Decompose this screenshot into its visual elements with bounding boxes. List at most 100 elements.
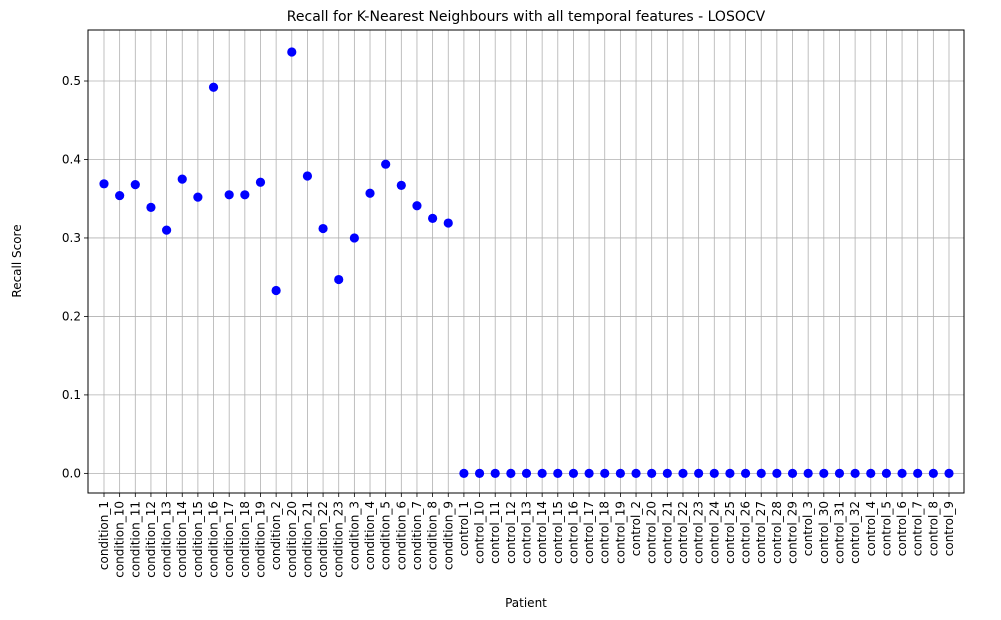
- data-point: [208, 82, 219, 92]
- x-tick-label: condition_5: [379, 501, 393, 570]
- data-point: [694, 468, 704, 478]
- data-point: [381, 159, 391, 169]
- data-point: [631, 468, 641, 478]
- data-point: [553, 468, 563, 478]
- x-tick-label: condition_16: [207, 501, 221, 578]
- x-tick-label: control_17: [582, 501, 596, 564]
- x-axis: condition_1 condition_10 condition_11 condi…: [97, 493, 956, 578]
- x-tick-label: condition_8: [426, 501, 440, 570]
- x-tick-label: control_15: [551, 501, 565, 564]
- x-tick-label: condition_15: [191, 501, 205, 578]
- x-tick-label: condition_22: [316, 501, 330, 578]
- data-point: [928, 468, 938, 478]
- x-tick-label: condition_12: [144, 501, 158, 578]
- x-tick-label: condition_10: [113, 501, 127, 578]
- x-tick-label: condition_9: [441, 501, 455, 570]
- x-tick-label: condition_19: [253, 501, 267, 578]
- x-tick-label: control_31: [832, 501, 846, 564]
- chart-title: Recall for K-Nearest Neighbours with all…: [287, 9, 766, 25]
- data-point: [803, 468, 813, 478]
- data-point: [287, 47, 297, 57]
- x-tick-label: condition_20: [285, 501, 299, 578]
- x-tick-label: control_26: [739, 501, 753, 564]
- x-tick-label: control_30: [817, 501, 831, 564]
- x-tick-label: condition_4: [363, 501, 377, 570]
- x-tick-label: control_22: [676, 501, 690, 564]
- data-point: [819, 468, 829, 478]
- x-tick-label: control_7: [911, 501, 925, 556]
- y-tick-label: 0.1: [62, 388, 81, 402]
- x-tick-label: condition_7: [410, 501, 424, 570]
- y-tick-label: 0.0: [62, 466, 81, 480]
- x-tick-label: control_8: [926, 501, 940, 556]
- x-tick-label: control_16: [566, 501, 580, 564]
- data-point: [177, 174, 187, 184]
- x-tick-label: condition_14: [175, 501, 189, 578]
- x-tick-label: control_24: [707, 501, 721, 564]
- x-tick-label: condition_17: [222, 501, 236, 578]
- x-tick-label: control_13: [520, 501, 534, 564]
- y-tick-label: 0.4: [62, 152, 81, 166]
- data-point: [365, 188, 375, 198]
- x-tick-label: control_9: [942, 501, 956, 556]
- data-point: [913, 468, 923, 478]
- data-point: [115, 190, 125, 201]
- data-point: [944, 468, 954, 478]
- data-point: [866, 468, 876, 478]
- data-point: [647, 468, 657, 478]
- x-tick-label: control_25: [723, 501, 737, 564]
- data-point: [490, 468, 500, 478]
- x-tick-label: condition_23: [332, 501, 346, 578]
- y-tick-label: 0.5: [62, 74, 81, 88]
- data-point: [897, 468, 907, 478]
- data-point: [678, 468, 688, 478]
- data-point: [130, 179, 140, 190]
- x-tick-label: control_6: [895, 501, 909, 556]
- data-point: [349, 233, 359, 243]
- x-tick-label: condition_2: [269, 501, 283, 570]
- y-tick-label: 0.2: [62, 309, 81, 323]
- data-point: [240, 190, 250, 200]
- x-tick-label: condition_1: [97, 501, 111, 570]
- x-tick-label: control_20: [645, 501, 659, 564]
- x-tick-label: control_12: [504, 501, 518, 564]
- x-tick-label: control_19: [613, 501, 627, 564]
- x-tick-label: control_2: [629, 501, 643, 556]
- data-point: [787, 468, 798, 478]
- data-point: [662, 468, 672, 478]
- data-point: [255, 177, 266, 187]
- x-tick-label: control_5: [879, 501, 893, 556]
- data-point: [568, 468, 579, 478]
- data-point: [396, 180, 406, 190]
- data-point: [318, 223, 328, 234]
- data-point: [740, 468, 751, 478]
- x-tick-label: condition_11: [128, 501, 142, 578]
- x-tick-label: control_32: [848, 501, 862, 564]
- data-point: [600, 468, 610, 478]
- data-point: [334, 274, 344, 285]
- grid-lines: [88, 30, 964, 493]
- data-point: [834, 468, 845, 478]
- data-point: [146, 202, 156, 212]
- x-tick-label: control_27: [754, 501, 768, 564]
- data-points: [99, 47, 954, 478]
- data-point: [474, 468, 485, 478]
- x-tick-label: condition_21: [300, 501, 314, 578]
- data-point: [302, 171, 313, 181]
- data-point: [772, 468, 782, 478]
- x-tick-label: condition_6: [394, 501, 408, 570]
- data-point: [193, 192, 203, 202]
- data-point: [756, 468, 766, 478]
- data-point: [459, 468, 469, 478]
- data-point: [521, 468, 532, 478]
- y-tick-label: 0.3: [62, 231, 81, 245]
- x-tick-label: control_3: [801, 501, 815, 556]
- data-point: [584, 468, 594, 478]
- data-point: [271, 285, 281, 296]
- y-axis-title: Recall Score: [10, 224, 24, 297]
- data-point: [709, 468, 719, 478]
- plot-frame: [87, 29, 965, 494]
- x-axis-title: Patient: [505, 596, 547, 610]
- x-tick-label: control_28: [770, 501, 784, 564]
